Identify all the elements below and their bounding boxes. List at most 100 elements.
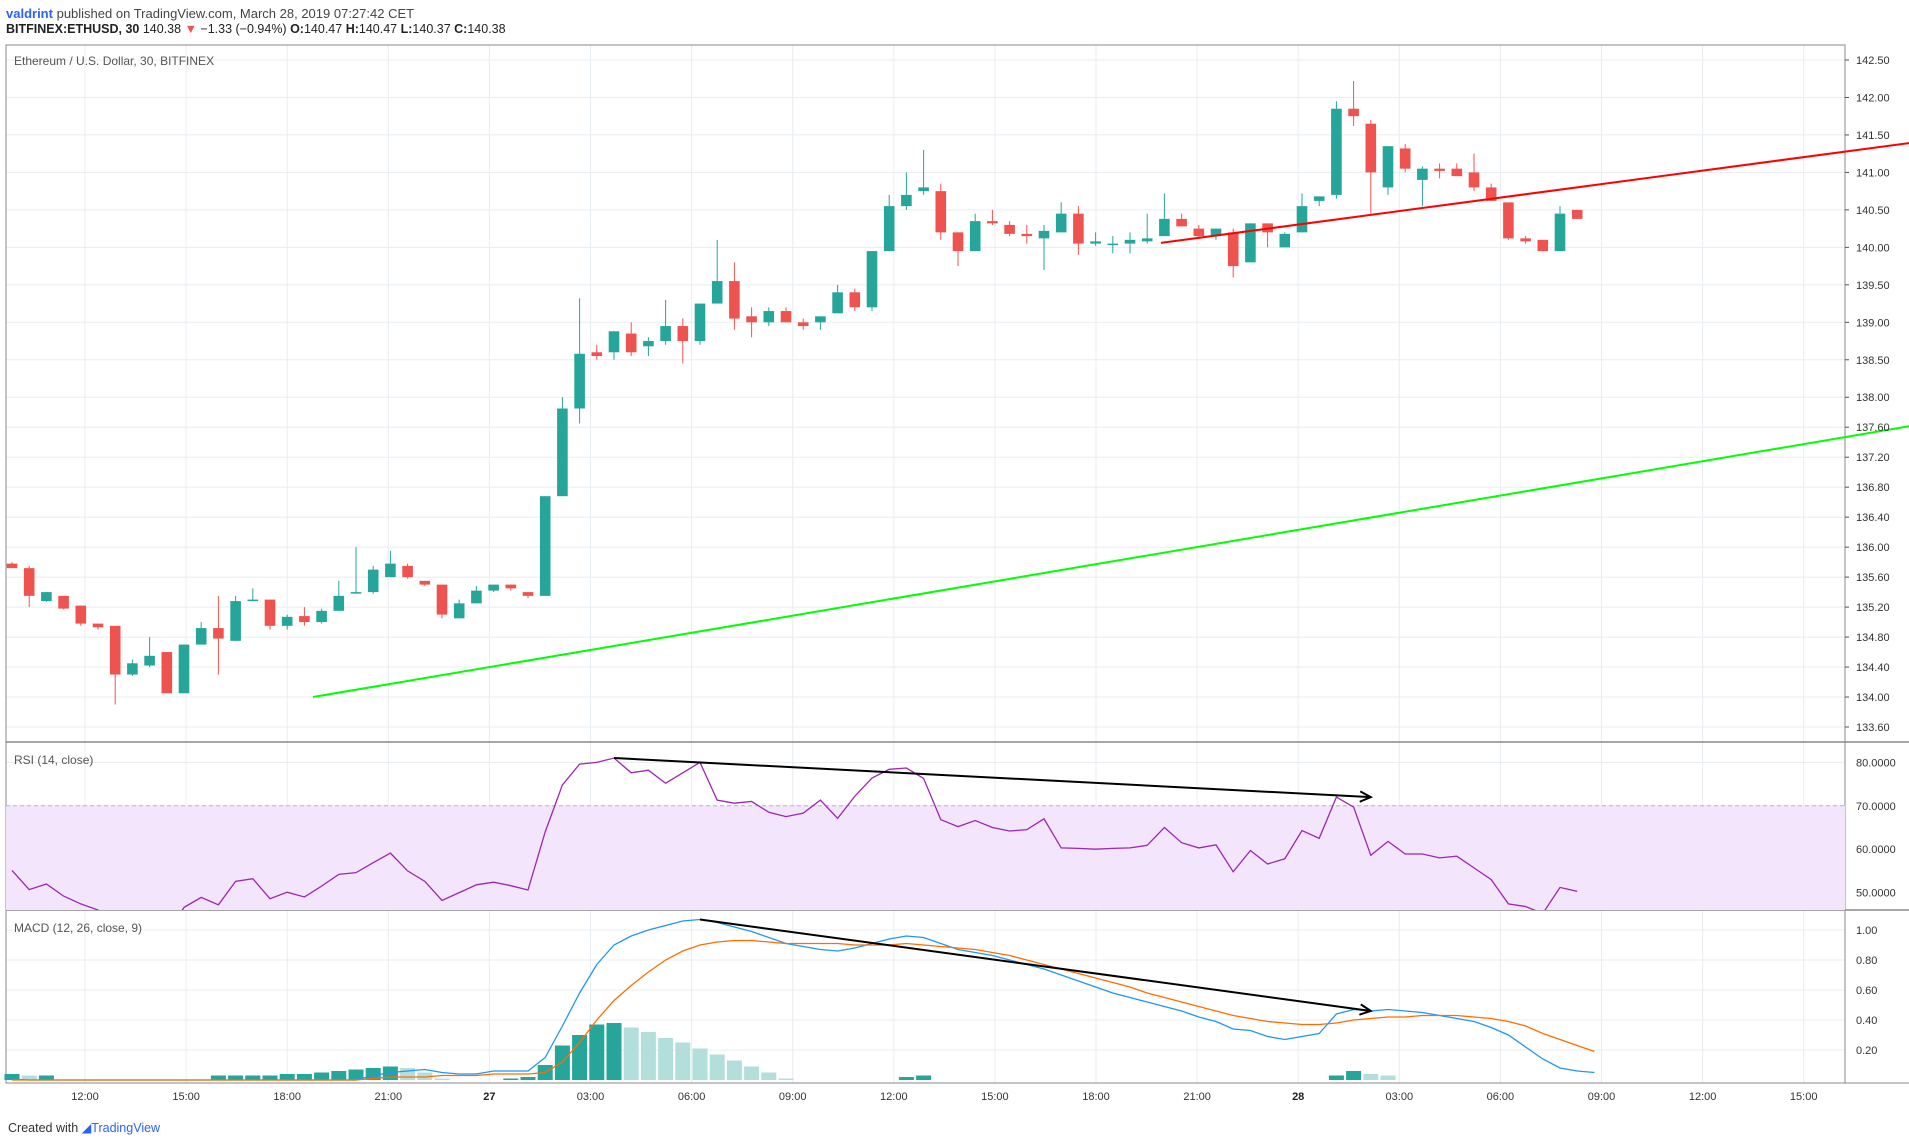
candle-body <box>1503 202 1514 239</box>
time-tick-label: 21:00 <box>375 1091 403 1103</box>
price-change: −1.33 (−0.94%) <box>200 22 287 36</box>
footer: Created with ◢TradingView <box>8 1120 160 1135</box>
candle-body <box>109 625 121 675</box>
candle-body <box>1141 238 1153 242</box>
histogram-bar <box>623 1027 639 1080</box>
high-label: H: <box>345 22 359 36</box>
candle-body <box>195 628 207 645</box>
macd-tick-label: 0.80 <box>1856 955 1877 967</box>
low-label: L: <box>400 22 413 36</box>
candle-body <box>505 584 517 589</box>
candle-body <box>1451 168 1463 177</box>
histogram-bar <box>520 1077 536 1080</box>
candle-body <box>763 311 775 323</box>
candle-body <box>264 599 276 626</box>
candle-body <box>333 595 345 611</box>
candle-body <box>660 326 671 342</box>
macd-tick-label: 0.40 <box>1856 1015 1877 1027</box>
candle-body <box>1227 232 1239 267</box>
candle-body <box>694 303 706 342</box>
candle-body <box>230 601 241 641</box>
candle-body <box>591 352 603 357</box>
created-with-label: Created with <box>8 1121 79 1135</box>
candle-body <box>367 569 379 593</box>
price-tick-label: 135.20 <box>1856 602 1890 614</box>
publish-info: valdrint published on TradingView.com, M… <box>6 6 414 21</box>
open-value: 140.47 <box>303 22 343 36</box>
histogram-bar <box>606 1023 622 1080</box>
candle-body <box>987 221 998 224</box>
candle-body <box>1382 146 1394 188</box>
rsi-tick-label: 60.0000 <box>1856 844 1896 856</box>
price-tick-label: 140.50 <box>1856 205 1890 217</box>
time-tick-label: 06:00 <box>678 1091 706 1103</box>
macd-title: MACD (12, 26, close, 9) <box>14 921 142 935</box>
histogram-bar <box>692 1048 708 1080</box>
candle-body <box>883 206 895 252</box>
candle-body <box>746 316 757 323</box>
candle-body <box>213 628 224 639</box>
histogram-bar <box>744 1066 760 1080</box>
signal-line <box>12 939 1595 1081</box>
candle-series[interactable] <box>6 80 1583 705</box>
candle-body <box>488 584 499 591</box>
time-tick-label: 09:00 <box>1588 1091 1616 1103</box>
candle-body <box>643 341 654 347</box>
price-tick-label: 142.00 <box>1856 92 1890 104</box>
price-tick-label: 137.60 <box>1856 422 1890 434</box>
pane-border <box>5 44 1846 1084</box>
candle-body <box>711 281 723 304</box>
price-tick-label: 138.00 <box>1856 392 1890 404</box>
price-tick-label: 135.60 <box>1856 572 1890 584</box>
candle-body <box>127 663 138 675</box>
rsi-band-fill <box>6 805 1845 910</box>
change-arrow-icon: ▼ <box>184 22 197 36</box>
price-tick-label: 139.50 <box>1856 280 1890 292</box>
symbol-info-bar: BITFINEX:ETHUSD, 30 140.38 ▼ −1.33 (−0.9… <box>6 22 506 36</box>
histogram-bar <box>778 1078 794 1080</box>
candle-body <box>849 292 861 308</box>
time-tick-label: 12:00 <box>1689 1091 1717 1103</box>
time-tick-label: 15:00 <box>981 1091 1009 1103</box>
price-axis[interactable]: 133.60 134.00 134.40 134.80 135.20 135.60 136.… <box>1845 55 1896 1057</box>
published-text: published on TradingView.com, March 28, … <box>56 6 415 21</box>
candle-body <box>625 333 637 353</box>
divergence-lines[interactable] <box>613 757 1374 1016</box>
macd-tick-label: 0.60 <box>1856 985 1877 997</box>
candle-body <box>1520 238 1531 242</box>
candle-body <box>1331 108 1342 195</box>
symbol-name[interactable]: BITFINEX:ETHUSD, 30 <box>6 22 140 36</box>
candle-body <box>1073 213 1084 244</box>
time-tick-label: 12:00 <box>880 1091 908 1103</box>
candle-body <box>1021 233 1033 237</box>
histogram-bar <box>228 1075 244 1080</box>
time-tick-label: 03:00 <box>1386 1091 1414 1103</box>
candle-body <box>539 496 551 596</box>
chart-canvas[interactable]: 133.60 134.00 134.40 134.80 135.20 135.60 136.… <box>0 0 1909 1115</box>
tradingview-brand[interactable]: TradingView <box>91 1121 161 1135</box>
time-axis[interactable]: 12:00 15:00 18:00 21:00 27 03:00 06:00 09:00 12:… <box>71 1091 1817 1103</box>
price-tick-label: 138.50 <box>1856 355 1890 367</box>
price-tick-label: 139.00 <box>1856 317 1890 329</box>
rsi-line <box>11 757 1578 910</box>
price-tick-label: 141.50 <box>1856 130 1890 142</box>
candle-body <box>178 644 190 694</box>
candle-body <box>1348 108 1359 117</box>
price-tick-label: 142.50 <box>1856 55 1890 67</box>
price-tick-label: 137.20 <box>1856 452 1890 464</box>
candle-body <box>1245 223 1256 263</box>
candle-body <box>1365 123 1377 173</box>
price-tick-label: 134.00 <box>1856 692 1890 704</box>
candle-body <box>677 326 689 342</box>
candle-body <box>1210 228 1222 237</box>
candle-body <box>385 563 396 578</box>
histogram-bar <box>675 1042 691 1080</box>
author-link[interactable]: valdrint <box>6 6 53 21</box>
grid-lines <box>6 45 1845 1083</box>
trendlines[interactable] <box>312 43 1909 699</box>
candle-body <box>866 251 878 308</box>
macd-series <box>11 918 1595 1081</box>
candle-body <box>1417 168 1428 180</box>
rsi-tick-label: 80.0000 <box>1856 757 1896 769</box>
histogram-bar <box>726 1060 742 1080</box>
